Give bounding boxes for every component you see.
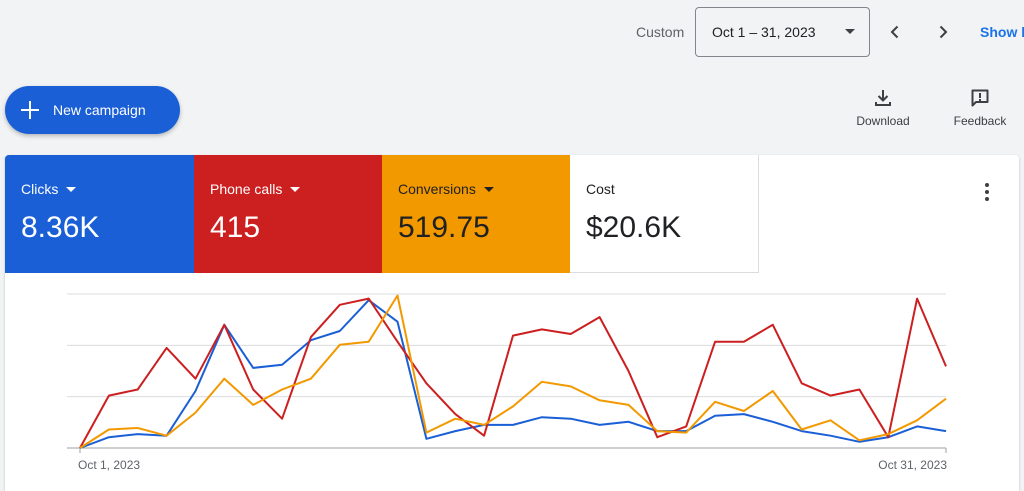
- date-range-bar: Custom Oct 1 – 31, 2023 Show l: [0, 7, 1024, 57]
- x-axis-end-label: Oct 31, 2023: [878, 458, 947, 472]
- metric-label: Conversions: [398, 181, 476, 197]
- more-vert-icon-dot: [985, 190, 989, 194]
- performance-card: Clicks 8.36K Phone calls 415 Conversions…: [5, 155, 1019, 491]
- metric-label-row: Phone calls: [210, 181, 367, 197]
- feedback-icon: [971, 89, 989, 107]
- series-line-3: [79, 294, 947, 449]
- dropdown-caret-icon: [290, 186, 301, 192]
- download-icon: [875, 90, 891, 106]
- feedback-button[interactable]: Feedback: [950, 88, 1010, 128]
- dropdown-caret-icon: [483, 186, 494, 192]
- metric-label-row: Clicks: [21, 181, 178, 197]
- more-vert-icon-dot: [985, 197, 989, 201]
- show-link[interactable]: Show l: [980, 24, 1024, 40]
- date-range-value: Oct 1 – 31, 2023: [712, 24, 816, 40]
- previous-period-button[interactable]: [880, 17, 910, 47]
- next-period-button[interactable]: [928, 17, 958, 47]
- metric-value: 415: [210, 211, 261, 244]
- more-vert-icon: [985, 183, 989, 187]
- more-options-button[interactable]: [977, 181, 997, 203]
- dropdown-caret-icon: [66, 186, 77, 192]
- new-campaign-button[interactable]: New campaign: [5, 86, 180, 134]
- feedback-label: Feedback: [953, 114, 1007, 128]
- metric-value: 519.75: [398, 211, 490, 244]
- date-range-label: Custom: [636, 24, 685, 40]
- performance-chart: Oct 1, 2023 Oct 31, 2023: [67, 293, 947, 472]
- x-axis-start-label: Oct 1, 2023: [78, 458, 140, 472]
- metric-label: Clicks: [21, 181, 59, 197]
- metric-label: Cost: [586, 181, 615, 197]
- chevron-right-icon: [939, 25, 948, 39]
- metric-label: Phone calls: [210, 181, 283, 197]
- metric-label-row: Cost: [586, 181, 742, 197]
- plus-icon: [21, 101, 39, 119]
- metric-tile-cost[interactable]: Cost $20.6K: [570, 155, 759, 273]
- metric-value: 8.36K: [21, 211, 100, 244]
- metric-value: $20.6K: [586, 211, 682, 244]
- series-line-2: [79, 297, 947, 449]
- metric-tile-phone-calls[interactable]: Phone calls 415: [194, 155, 383, 273]
- metric-label-row: Conversions: [398, 181, 555, 197]
- metric-tile-clicks[interactable]: Clicks 8.36K: [5, 155, 194, 273]
- chart-series: [79, 294, 947, 449]
- chevron-left-icon: [890, 25, 899, 39]
- metric-tile-conversions[interactable]: Conversions 519.75: [382, 155, 571, 273]
- new-campaign-label: New campaign: [53, 102, 146, 118]
- download-button[interactable]: Download: [852, 88, 914, 128]
- date-range-select[interactable]: Oct 1 – 31, 2023: [695, 7, 870, 57]
- download-label: Download: [856, 114, 910, 128]
- dropdown-caret-icon: [845, 29, 855, 34]
